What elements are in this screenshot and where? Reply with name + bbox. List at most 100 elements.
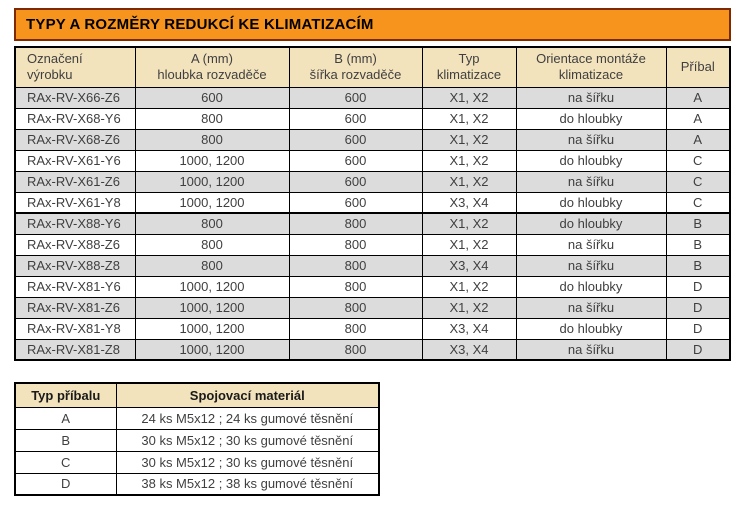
- depth-a-cell: 1000, 1200: [134, 275, 290, 298]
- orientation-cell: na šířku: [515, 338, 667, 361]
- header-line: výrobku: [27, 67, 73, 83]
- table-row: RAx-RV-X68-Z6 800 600 X1, X2 na šířku A: [14, 128, 731, 151]
- orientation-cell: do hloubky: [515, 275, 667, 298]
- header-line: A (mm): [191, 51, 233, 66]
- ac-type-cell: X1, X2: [421, 296, 517, 319]
- accessory-cell: D: [665, 275, 731, 298]
- ac-type-cell: X1, X2: [421, 233, 517, 256]
- depth-a-cell: 800: [134, 107, 290, 130]
- accessory-cell: A: [665, 86, 731, 109]
- width-b-cell: 600: [288, 107, 423, 130]
- depth-a-cell: 1000, 1200: [134, 317, 290, 340]
- header-line: klimatizace: [436, 67, 502, 83]
- header-line: Označení: [27, 51, 83, 66]
- ac-type-cell: X1, X2: [421, 212, 517, 235]
- product-code-cell: RAx-RV-X81-Z8: [14, 338, 136, 361]
- depth-a-cell: 800: [134, 233, 290, 256]
- product-code-cell: RAx-RV-X61-Y8: [14, 191, 136, 214]
- width-b-cell: 800: [288, 296, 423, 319]
- accessory-cell: A: [665, 128, 731, 151]
- table-row: C 30 ks M5x12 ; 30 ks gumové těsnění: [14, 450, 380, 474]
- depth-a-cell: 800: [134, 128, 290, 151]
- width-b-cell: 600: [288, 170, 423, 193]
- depth-a-cell: 1000, 1200: [134, 296, 290, 319]
- table-row: RAx-RV-X88-Z6 800 800 X1, X2 na šířku B: [14, 233, 731, 256]
- orientation-cell: na šířku: [515, 86, 667, 109]
- width-b-cell: 600: [288, 191, 423, 214]
- width-b-cell: 800: [288, 212, 423, 235]
- header-cell-width-b: B (mm) šířka rozvaděče: [288, 46, 423, 88]
- header-cell-joining-material: Spojovací materiál: [115, 382, 380, 408]
- accessory-cell: B: [665, 254, 731, 277]
- header-line: Typ: [458, 51, 480, 66]
- width-b-cell: 600: [288, 149, 423, 172]
- product-code-cell: RAx-RV-X81-Y6: [14, 275, 136, 298]
- table-row: RAx-RV-X61-Z6 1000, 1200 600 X1, X2 na š…: [14, 170, 731, 193]
- depth-a-cell: 600: [134, 86, 290, 109]
- joining-material-cell: 30 ks M5x12 ; 30 ks gumové těsnění: [115, 428, 380, 452]
- header-line: klimatizace: [558, 67, 624, 83]
- product-code-cell: RAx-RV-X61-Z6: [14, 170, 136, 193]
- table-row: RAx-RV-X81-Z6 1000, 1200 800 X1, X2 na š…: [14, 296, 731, 319]
- accessory-cell: D: [665, 296, 731, 319]
- accessory-cell: C: [665, 170, 731, 193]
- ac-type-cell: X1, X2: [421, 128, 517, 151]
- joining-material-cell: 38 ks M5x12 ; 38 ks gumové těsnění: [115, 472, 380, 496]
- joining-material-cell: 24 ks M5x12 ; 24 ks gumové těsnění: [115, 406, 380, 430]
- accessory-cell: D: [665, 317, 731, 340]
- product-code-cell: RAx-RV-X88-Y6: [14, 212, 136, 235]
- table-row: RAx-RV-X61-Y8 1000, 1200 600 X3, X4 do h…: [14, 191, 731, 214]
- ac-type-cell: X1, X2: [421, 275, 517, 298]
- orientation-cell: do hloubky: [515, 191, 667, 214]
- product-code-cell: RAx-RV-X88-Z8: [14, 254, 136, 277]
- main-table-header-row: Označení výrobku A (mm) hloubka rozvaděč…: [14, 46, 731, 88]
- main-table: Označení výrobku A (mm) hloubka rozvaděč…: [14, 46, 731, 361]
- depth-a-cell: 1000, 1200: [134, 191, 290, 214]
- ac-type-cell: X3, X4: [421, 317, 517, 340]
- table-row: RAx-RV-X81-Z8 1000, 1200 800 X3, X4 na š…: [14, 338, 731, 361]
- accessory-type-cell: D: [14, 472, 117, 496]
- orientation-cell: na šířku: [515, 254, 667, 277]
- header-cell-product: Označení výrobku: [14, 46, 136, 88]
- page-title-text: TYPY A ROZMĚRY REDUKCÍ KE KLIMATIZACÍM: [26, 16, 374, 33]
- width-b-cell: 600: [288, 86, 423, 109]
- product-code-cell: RAx-RV-X66-Z6: [14, 86, 136, 109]
- ac-type-cell: X3, X4: [421, 254, 517, 277]
- header-line: hloubka rozvaděče: [157, 67, 267, 83]
- table-row: D 38 ks M5x12 ; 38 ks gumové těsnění: [14, 472, 380, 496]
- header-line: B (mm): [334, 51, 377, 66]
- orientation-cell: na šířku: [515, 296, 667, 319]
- header-line: Příbal: [680, 59, 715, 75]
- accessory-cell: C: [665, 149, 731, 172]
- accessory-type-cell: C: [14, 450, 117, 474]
- table-row: A 24 ks M5x12 ; 24 ks gumové těsnění: [14, 406, 380, 430]
- ac-type-cell: X1, X2: [421, 107, 517, 130]
- depth-a-cell: 1000, 1200: [134, 338, 290, 361]
- header-cell-accessory: Příbal: [665, 46, 731, 88]
- orientation-cell: na šířku: [515, 128, 667, 151]
- table-row: RAx-RV-X81-Y8 1000, 1200 800 X3, X4 do h…: [14, 317, 731, 340]
- depth-a-cell: 800: [134, 254, 290, 277]
- depth-a-cell: 1000, 1200: [134, 149, 290, 172]
- accessory-cell: C: [665, 191, 731, 214]
- width-b-cell: 800: [288, 254, 423, 277]
- accessory-type-cell: B: [14, 428, 117, 452]
- product-code-cell: RAx-RV-X88-Z6: [14, 233, 136, 256]
- orientation-cell: na šířku: [515, 170, 667, 193]
- accessory-cell: B: [665, 233, 731, 256]
- page-title: TYPY A ROZMĚRY REDUKCÍ KE KLIMATIZACÍM: [14, 8, 731, 41]
- width-b-cell: 800: [288, 317, 423, 340]
- product-code-cell: RAx-RV-X68-Y6: [14, 107, 136, 130]
- table-row: RAx-RV-X61-Y6 1000, 1200 600 X1, X2 do h…: [14, 149, 731, 172]
- table-row: RAx-RV-X88-Z8 800 800 X3, X4 na šířku B: [14, 254, 731, 277]
- product-code-cell: RAx-RV-X61-Y6: [14, 149, 136, 172]
- accessory-cell: D: [665, 338, 731, 361]
- table-row: RAx-RV-X68-Y6 800 600 X1, X2 do hloubky …: [14, 107, 731, 130]
- ac-type-cell: X1, X2: [421, 170, 517, 193]
- table-row: RAx-RV-X81-Y6 1000, 1200 800 X1, X2 do h…: [14, 275, 731, 298]
- width-b-cell: 800: [288, 275, 423, 298]
- ac-type-cell: X3, X4: [421, 191, 517, 214]
- accessory-cell: A: [665, 107, 731, 130]
- header-line: šířka rozvaděče: [309, 67, 402, 83]
- header-line: Orientace montáže: [536, 51, 646, 66]
